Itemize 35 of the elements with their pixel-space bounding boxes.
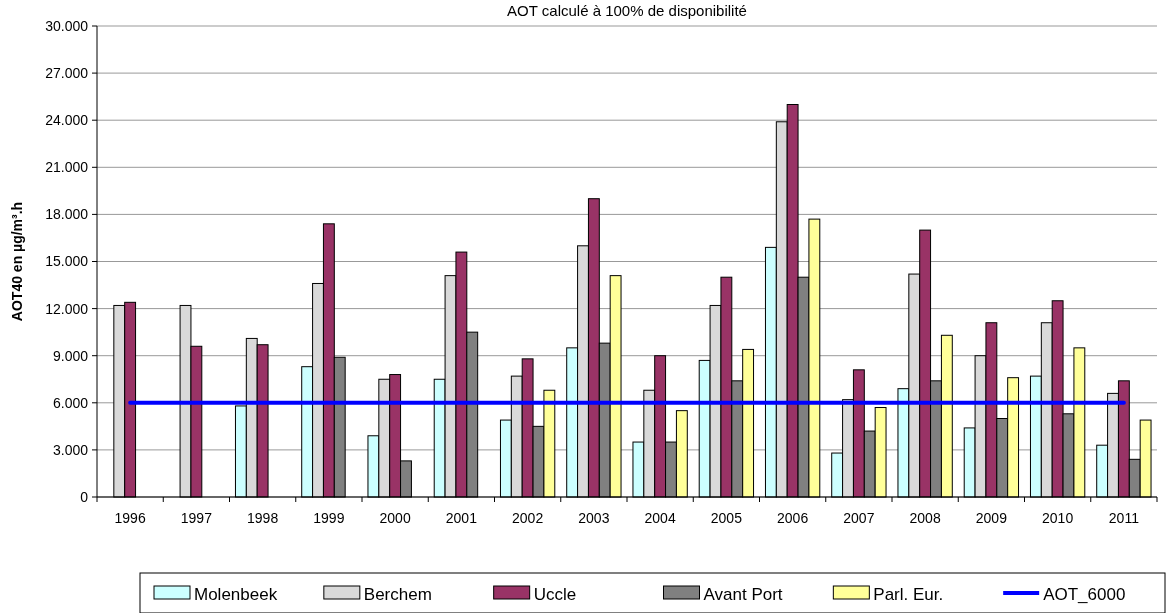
- y-tick-label: 6.000: [52, 394, 89, 411]
- y-tick-label: 3.000: [52, 441, 89, 458]
- x-tick-label: 1997: [180, 510, 213, 526]
- y-tick-label: 18.000: [45, 206, 89, 223]
- x-tick-label: 1996: [114, 510, 146, 526]
- x-tick-label: 1999: [313, 510, 345, 526]
- x-tick-label: 2005: [710, 510, 743, 526]
- x-tick-label: 2002: [512, 510, 544, 526]
- x-tick-label: 2004: [644, 510, 676, 526]
- x-tick-label: 2006: [777, 510, 809, 526]
- x-tick-label: 2008: [909, 510, 941, 526]
- x-tick-label: 2010: [1042, 510, 1074, 526]
- legend-label: Uccle: [533, 585, 577, 605]
- y-tick-label: 30.000: [45, 17, 89, 34]
- x-tick-label: 2009: [975, 510, 1008, 526]
- x-tick-label: 2001: [445, 510, 478, 526]
- x-tick-label: 2007: [843, 510, 875, 526]
- legend-label: Avant Port: [703, 585, 783, 605]
- y-tick-label: 12.000: [45, 300, 89, 317]
- x-tick-label: 2000: [379, 510, 411, 526]
- x-tick-label: 2003: [578, 510, 610, 526]
- legend-label: AOT_6000: [1043, 585, 1126, 605]
- y-tick-label: 0: [80, 488, 89, 505]
- y-tick-label: 24.000: [45, 112, 89, 129]
- legend-label: Parl. Eur.: [873, 585, 944, 605]
- y-axis-title: AOT40 en µg/m³.h: [9, 201, 25, 322]
- chart-title: AOT calculé à 100% de disponibilité: [507, 2, 747, 19]
- x-tick-label: 2011: [1108, 510, 1140, 526]
- y-tick-label: 9.000: [52, 347, 89, 364]
- legend-label: Molenbeek: [194, 585, 278, 605]
- y-tick-label: 21.000: [45, 159, 89, 176]
- legend-label: Berchem: [363, 585, 432, 605]
- y-tick-label: 27.000: [45, 65, 89, 81]
- y-tick-label: 15.000: [45, 253, 89, 270]
- x-tick-label: 1998: [247, 510, 279, 526]
